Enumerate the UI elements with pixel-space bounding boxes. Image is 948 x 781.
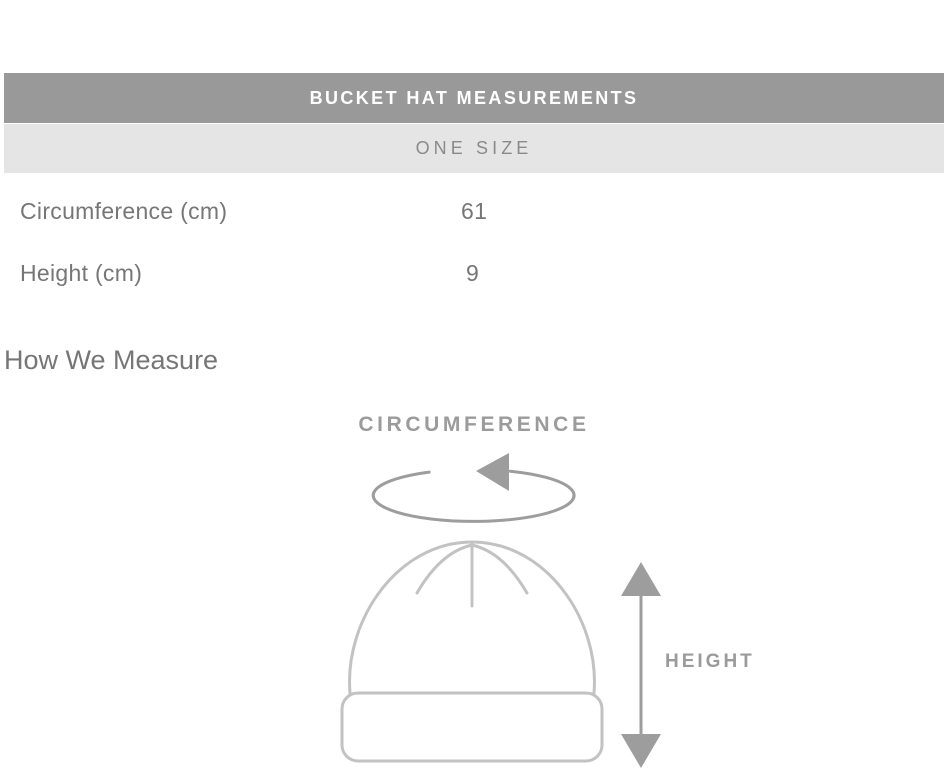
svg-text:HEIGHT: HEIGHT — [665, 651, 755, 672]
svg-text:CIRCUMFERENCE: CIRCUMFERENCE — [358, 413, 589, 436]
